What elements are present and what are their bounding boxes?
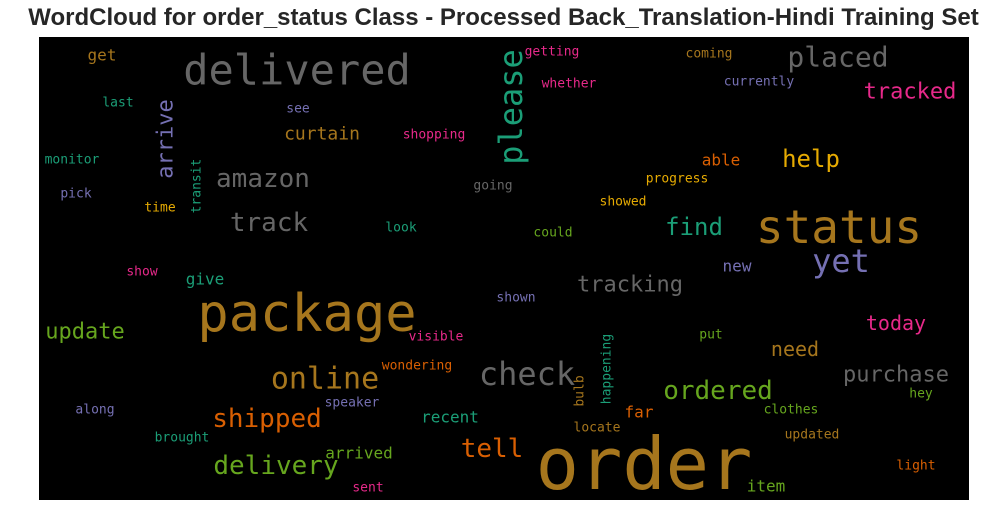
word-tracking: tracking [577, 273, 683, 298]
word-status: status [756, 200, 922, 254]
word-amazon: amazon [216, 164, 310, 194]
word-tell: tell [461, 434, 524, 464]
word-shown: shown [496, 291, 535, 306]
word-speaker: speaker [325, 396, 380, 411]
word-progress: progress [646, 172, 709, 187]
word-transit: transit [190, 159, 205, 214]
word-look: look [385, 221, 416, 236]
word-purchase: purchase [843, 363, 949, 388]
word-sent: sent [352, 481, 383, 496]
word-wondering: wondering [382, 359, 452, 374]
word-brought: brought [155, 431, 210, 446]
word-show: show [126, 265, 157, 280]
word-updated: updated [785, 428, 840, 443]
word-locate: locate [574, 421, 621, 436]
word-whether: whether [542, 77, 597, 92]
word-shopping: shopping [403, 128, 466, 143]
word-arrived: arrived [325, 444, 392, 463]
word-order: order [536, 422, 753, 500]
word-online: online [271, 362, 379, 397]
word-visible: visible [409, 330, 464, 345]
word-tracked: tracked [864, 80, 957, 105]
word-item: item [747, 477, 786, 496]
word-coming: coming [686, 47, 733, 62]
chart-title: WordCloud for order_status Class - Proce… [28, 4, 979, 31]
word-delivered: delivered [183, 46, 411, 95]
word-along: along [75, 403, 114, 418]
wordcloud: order package status delivered check please pl… [39, 37, 969, 500]
word-check: check [479, 355, 575, 393]
word-see: see [286, 102, 310, 117]
word-happening: happening [600, 334, 615, 404]
word-recent: recent [421, 408, 479, 427]
word-clothes: clothes [764, 403, 819, 418]
word-update: update [45, 320, 124, 345]
word-monitor: monitor [45, 153, 100, 168]
word-far: far [625, 403, 654, 422]
word-could: could [533, 226, 572, 241]
word-arrive: arrive [154, 99, 179, 178]
word-getting: getting [525, 45, 580, 60]
word-put: put [699, 328, 722, 343]
word-last: last [102, 96, 133, 111]
word-give: give [186, 270, 225, 289]
word-package: package [197, 284, 416, 344]
word-ordered: ordered [663, 376, 773, 406]
word-light: light [896, 459, 935, 474]
word-new: new [723, 257, 752, 276]
word-today: today [866, 311, 926, 335]
word-please: please [492, 49, 530, 165]
word-pick: pick [60, 187, 91, 202]
word-hey: hey [909, 387, 933, 402]
word-placed: placed [787, 41, 888, 74]
word-help: help [782, 145, 840, 173]
word-currently: currently [724, 75, 795, 90]
word-able: able [702, 151, 741, 170]
word-showed: showed [600, 195, 647, 210]
word-time: time [144, 201, 175, 216]
word-find: find [665, 213, 723, 241]
word-shipped: shipped [212, 404, 322, 434]
word-bulb: bulb [573, 375, 588, 406]
word-need: need [771, 337, 819, 361]
cloud-background [39, 37, 969, 500]
word-curtain: curtain [284, 124, 360, 145]
word-going: going [473, 179, 512, 194]
word-get: get [88, 46, 117, 65]
word-delivery: delivery [213, 451, 338, 481]
word-track: track [230, 208, 309, 238]
word-yet: yet [812, 242, 870, 280]
words-layer: order package status delivered check please pl… [45, 41, 957, 501]
